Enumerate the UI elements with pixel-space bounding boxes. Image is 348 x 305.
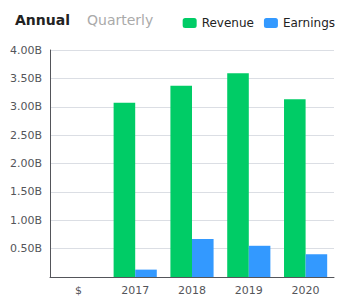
svg-text:0.50B: 0.50B bbox=[10, 242, 42, 255]
svg-text:4.00B: 4.00B bbox=[10, 44, 42, 57]
svg-text:2017: 2017 bbox=[121, 284, 149, 297]
svg-text:Annual: Annual bbox=[15, 12, 70, 28]
svg-text:Quarterly: Quarterly bbox=[87, 12, 153, 28]
svg-text:2020: 2020 bbox=[292, 284, 320, 297]
svg-text:Earnings: Earnings bbox=[283, 16, 335, 30]
svg-text:2.50B: 2.50B bbox=[10, 129, 42, 142]
svg-text:Revenue: Revenue bbox=[202, 16, 254, 30]
svg-text:3.00B: 3.00B bbox=[10, 100, 42, 113]
svg-text:1.00B: 1.00B bbox=[10, 214, 42, 227]
svg-text:3.50B: 3.50B bbox=[10, 72, 42, 85]
svg-text:2018: 2018 bbox=[178, 284, 206, 297]
svg-text:1.50B: 1.50B bbox=[10, 185, 42, 198]
svg-text:$: $ bbox=[75, 284, 82, 297]
svg-text:2.00B: 2.00B bbox=[10, 157, 42, 170]
svg-text:2019: 2019 bbox=[235, 284, 263, 297]
